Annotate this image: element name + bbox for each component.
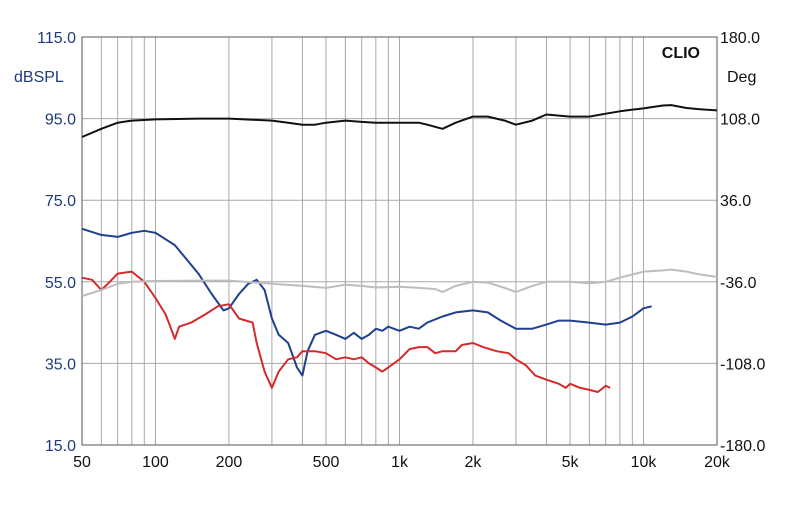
y-axis-right-label: Deg [727,69,756,86]
y-left-tick-label: 95.0 [45,112,76,129]
x-tick-label: 10k [631,454,658,471]
y-left-tick-label: 15.0 [45,438,76,455]
brand-label: CLIO [662,45,700,62]
tick-labels: 50 100 200 500 1k 2k 5k 10k 20k 15.0 35.0 55.0 75.0 9… [37,30,765,471]
series-line [81,227,652,377]
y-left-tick-label: 55.0 [45,275,76,292]
y-axis-left-label: dBSPL [14,69,64,86]
series-line [81,270,611,393]
plot-frame [81,36,718,446]
y-right-tick-label: -36.0 [720,275,757,292]
x-tick-label: 1k [391,454,409,471]
series-layer [81,104,718,393]
x-tick-label: 500 [313,454,340,471]
x-tick-label: 20k [704,454,731,471]
y-left-tick-label: 35.0 [45,356,76,373]
y-right-tick-label: 180.0 [720,30,760,47]
x-tick-label: 100 [142,454,169,471]
x-tick-label: 5k [562,454,580,471]
y-left-tick-label: 75.0 [45,193,76,210]
y-right-tick-label: -180.0 [720,438,765,455]
series-line [81,268,718,298]
x-tick-label: 50 [73,454,91,471]
y-right-tick-label: -108.0 [720,356,765,373]
series-line [81,104,718,138]
x-tick-label: 2k [465,454,483,471]
grid-lines [82,37,717,445]
y-right-tick-label: 108.0 [720,112,760,129]
y-right-tick-label: 36.0 [720,193,751,210]
x-tick-label: 200 [216,454,243,471]
y-left-tick-label: 115.0 [37,30,76,47]
